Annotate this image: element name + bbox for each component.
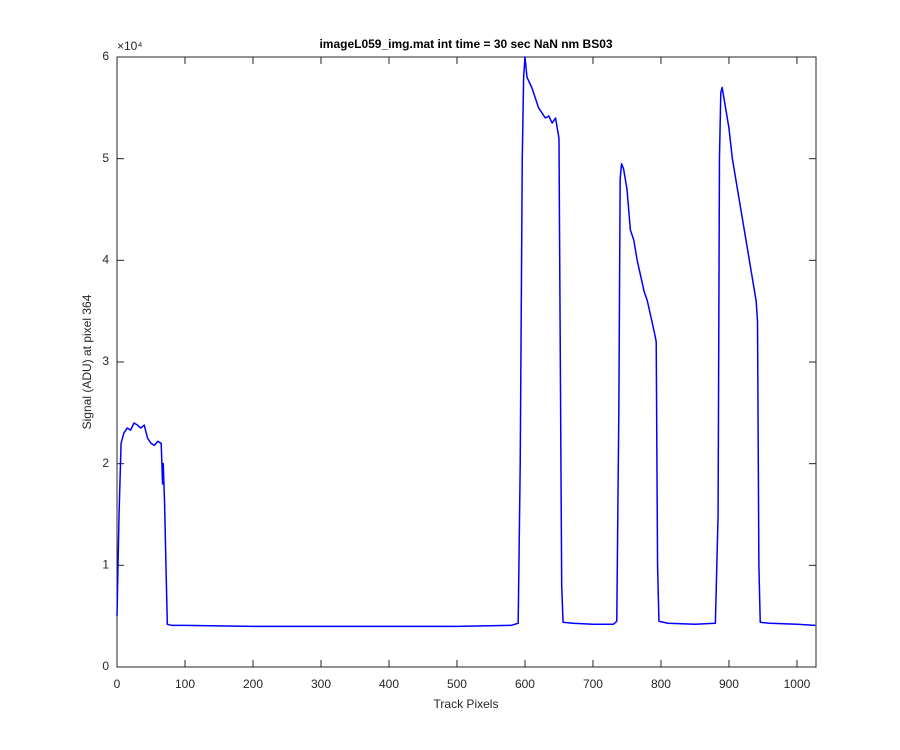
x-tick-label: 1000 bbox=[784, 677, 811, 691]
x-tick-label: 100 bbox=[175, 677, 195, 691]
x-tick-label: 500 bbox=[447, 677, 467, 691]
y-tick-label: 6 bbox=[102, 49, 109, 63]
y-multiplier: ×10⁴ bbox=[117, 39, 143, 53]
y-axis-label: Signal (ADU) at pixel 364 bbox=[80, 294, 94, 429]
plot-box bbox=[116, 56, 817, 668]
y-tick-label: 2 bbox=[102, 456, 109, 470]
x-tick-label: 400 bbox=[379, 677, 399, 691]
x-axis-label: Track Pixels bbox=[434, 697, 499, 711]
y-tick-label: 3 bbox=[102, 354, 109, 368]
x-tick-label: 600 bbox=[515, 677, 535, 691]
x-tick-label: 800 bbox=[651, 677, 671, 691]
x-tick-label: 900 bbox=[719, 677, 739, 691]
x-tick-label: 200 bbox=[243, 677, 263, 691]
y-tick-label: 1 bbox=[102, 558, 109, 572]
chart-title: imageL059_img.mat int time = 30 sec NaN … bbox=[319, 37, 612, 51]
x-tick-label: 700 bbox=[583, 677, 603, 691]
data-line bbox=[116, 56, 816, 628]
x-tick-label: 0 bbox=[114, 677, 121, 691]
y-tick-label: 4 bbox=[102, 253, 109, 267]
x-tick-label: 300 bbox=[311, 677, 331, 691]
y-tick-label: 0 bbox=[102, 659, 109, 673]
y-tick-label: 5 bbox=[102, 151, 109, 165]
